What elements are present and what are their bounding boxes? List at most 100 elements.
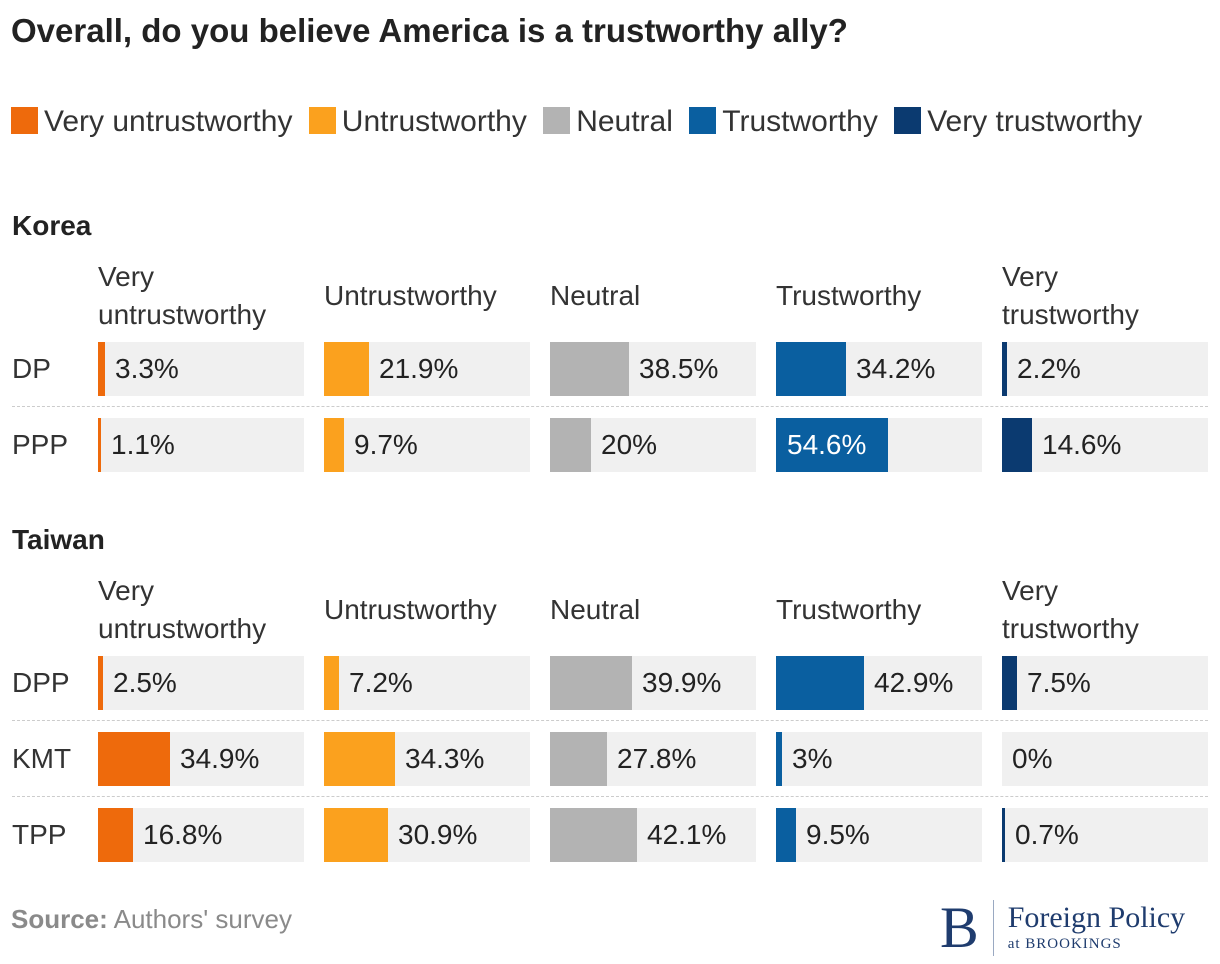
- bar-ppp-very-untrustworthy: [98, 418, 101, 472]
- bar-ppp-very-trustworthy: [1002, 418, 1032, 472]
- legend-label: Very trustworthy: [927, 105, 1143, 138]
- value-label: 38.5%: [639, 353, 719, 384]
- bar-dp-untrustworthy: [324, 342, 369, 396]
- column-header-very-trustworthy: Very trustworthy: [1002, 261, 1139, 330]
- bar-kmt-neutral: [550, 732, 607, 786]
- source-label: Source:: [11, 904, 108, 934]
- value-label: 1.1%: [111, 429, 175, 460]
- bar-ppp-trustworthy: [776, 418, 888, 472]
- column-header-very-trustworthy: Very trustworthy: [1002, 575, 1139, 644]
- bar-kmt-very-untrustworthy: [98, 732, 170, 786]
- value-label: 0%: [1012, 743, 1053, 774]
- column-header-neutral: Neutral: [550, 594, 641, 625]
- bar-kmt-trustworthy: [776, 732, 782, 786]
- column-header-trustworthy: Trustworthy: [776, 280, 922, 311]
- row-label-kmt: KMT: [12, 743, 72, 774]
- legend-swatch: [543, 107, 571, 134]
- logo-sub: at BROOKINGS: [1007, 936, 1122, 952]
- row-label-dpp: DPP: [12, 667, 70, 698]
- legend-swatch: [894, 107, 922, 134]
- value-label: 7.2%: [349, 667, 413, 698]
- legend-item-very-untrustworthy: Very untrustworthy: [11, 105, 292, 138]
- value-label: 34.2%: [856, 353, 936, 384]
- value-label: 16.8%: [143, 819, 223, 850]
- legend-label: Neutral: [576, 105, 673, 138]
- row-separator: [12, 796, 1208, 797]
- bar-dp-neutral: [550, 342, 629, 396]
- value-label: 3%: [792, 743, 833, 774]
- cell-background: [98, 342, 304, 396]
- cell-background: [324, 656, 530, 710]
- column-header-untrustworthy: Untrustworthy: [324, 594, 497, 625]
- value-label: 54.6%: [787, 429, 867, 460]
- value-label: 20%: [601, 429, 658, 460]
- legend-label: Very untrustworthy: [44, 105, 293, 138]
- bar-dpp-untrustworthy: [324, 656, 339, 710]
- bar-dp-very-trustworthy: [1002, 342, 1007, 396]
- brookings-logo: B Foreign Policy at BROOKINGS: [940, 898, 1185, 958]
- row-separator: [12, 720, 1208, 721]
- cell-background: [1002, 808, 1208, 862]
- value-label: 2.2%: [1017, 353, 1081, 384]
- column-header-untrustworthy: Untrustworthy: [324, 280, 497, 311]
- legend-swatch: [689, 107, 717, 134]
- value-label: 34.3%: [405, 743, 485, 774]
- legend: Very untrustworthy Untrustworthy Neutral…: [11, 100, 1211, 144]
- cell-background: [776, 732, 982, 786]
- source-note: Source: Authors' survey: [11, 904, 292, 935]
- bar-tpp-very-trustworthy: [1002, 808, 1005, 862]
- cell-background: [776, 808, 982, 862]
- column-header-trustworthy: Trustworthy: [776, 594, 922, 625]
- bar-dp-trustworthy: [776, 342, 846, 396]
- row-separator: [12, 406, 1208, 407]
- legend-item-untrustworthy: Untrustworthy: [308, 105, 527, 138]
- value-label: 30.9%: [398, 819, 478, 850]
- value-label: 42.9%: [874, 667, 954, 698]
- row-label-tpp: TPP: [12, 819, 67, 850]
- value-label: 7.5%: [1027, 667, 1091, 698]
- value-label: 42.1%: [647, 819, 727, 850]
- value-label: 21.9%: [379, 353, 459, 384]
- cell-background: [98, 656, 304, 710]
- bar-kmt-untrustworthy: [324, 732, 395, 786]
- bar-dpp-very-untrustworthy: [98, 656, 103, 710]
- value-label: 0.7%: [1015, 819, 1079, 850]
- bar-dp-very-untrustworthy: [98, 342, 105, 396]
- cell-background: [1002, 656, 1208, 710]
- panel-title-korea: Korea: [12, 210, 92, 241]
- column-header-very-untrustworthy: Very untrustworthy: [98, 575, 267, 644]
- value-label: 3.3%: [115, 353, 179, 384]
- bar-ppp-untrustworthy: [324, 418, 344, 472]
- column-header-neutral: Neutral: [550, 280, 641, 311]
- row-label-ppp: PPP: [12, 429, 69, 460]
- cell-background: [98, 418, 304, 472]
- value-label: 39.9%: [642, 667, 722, 698]
- cell-background: [1002, 732, 1208, 786]
- legend-item-trustworthy: Trustworthy: [689, 105, 878, 138]
- legend-swatch: [308, 107, 336, 134]
- bar-ppp-neutral: [550, 418, 591, 472]
- logo-mark: B: [940, 899, 994, 957]
- panel-title-taiwan: Taiwan: [12, 524, 105, 555]
- value-label: 27.8%: [617, 743, 697, 774]
- legend-item-neutral: Neutral: [543, 105, 673, 138]
- value-label: 9.5%: [806, 819, 870, 850]
- bar-tpp-neutral: [550, 808, 637, 862]
- cell-background: [1002, 418, 1208, 472]
- value-label: 34.9%: [180, 743, 260, 774]
- bar-tpp-very-untrustworthy: [98, 808, 133, 862]
- legend-label: Untrustworthy: [341, 105, 527, 138]
- legend-item-very-trustworthy: Very trustworthy: [894, 105, 1142, 138]
- value-label: 14.6%: [1042, 429, 1122, 460]
- bar-dpp-very-trustworthy: [1002, 656, 1017, 710]
- bar-dpp-neutral: [550, 656, 632, 710]
- legend-swatch: [11, 107, 38, 134]
- value-label: 9.7%: [354, 429, 418, 460]
- legend-label: Trustworthy: [722, 105, 878, 138]
- bar-tpp-trustworthy: [776, 808, 796, 862]
- column-header-very-untrustworthy: Very untrustworthy: [98, 261, 267, 330]
- value-label: 2.5%: [113, 667, 177, 698]
- chart-title: Overall, do you believe America is a tru…: [11, 12, 848, 49]
- row-label-dp: DP: [12, 353, 51, 384]
- cell-background: [324, 418, 530, 472]
